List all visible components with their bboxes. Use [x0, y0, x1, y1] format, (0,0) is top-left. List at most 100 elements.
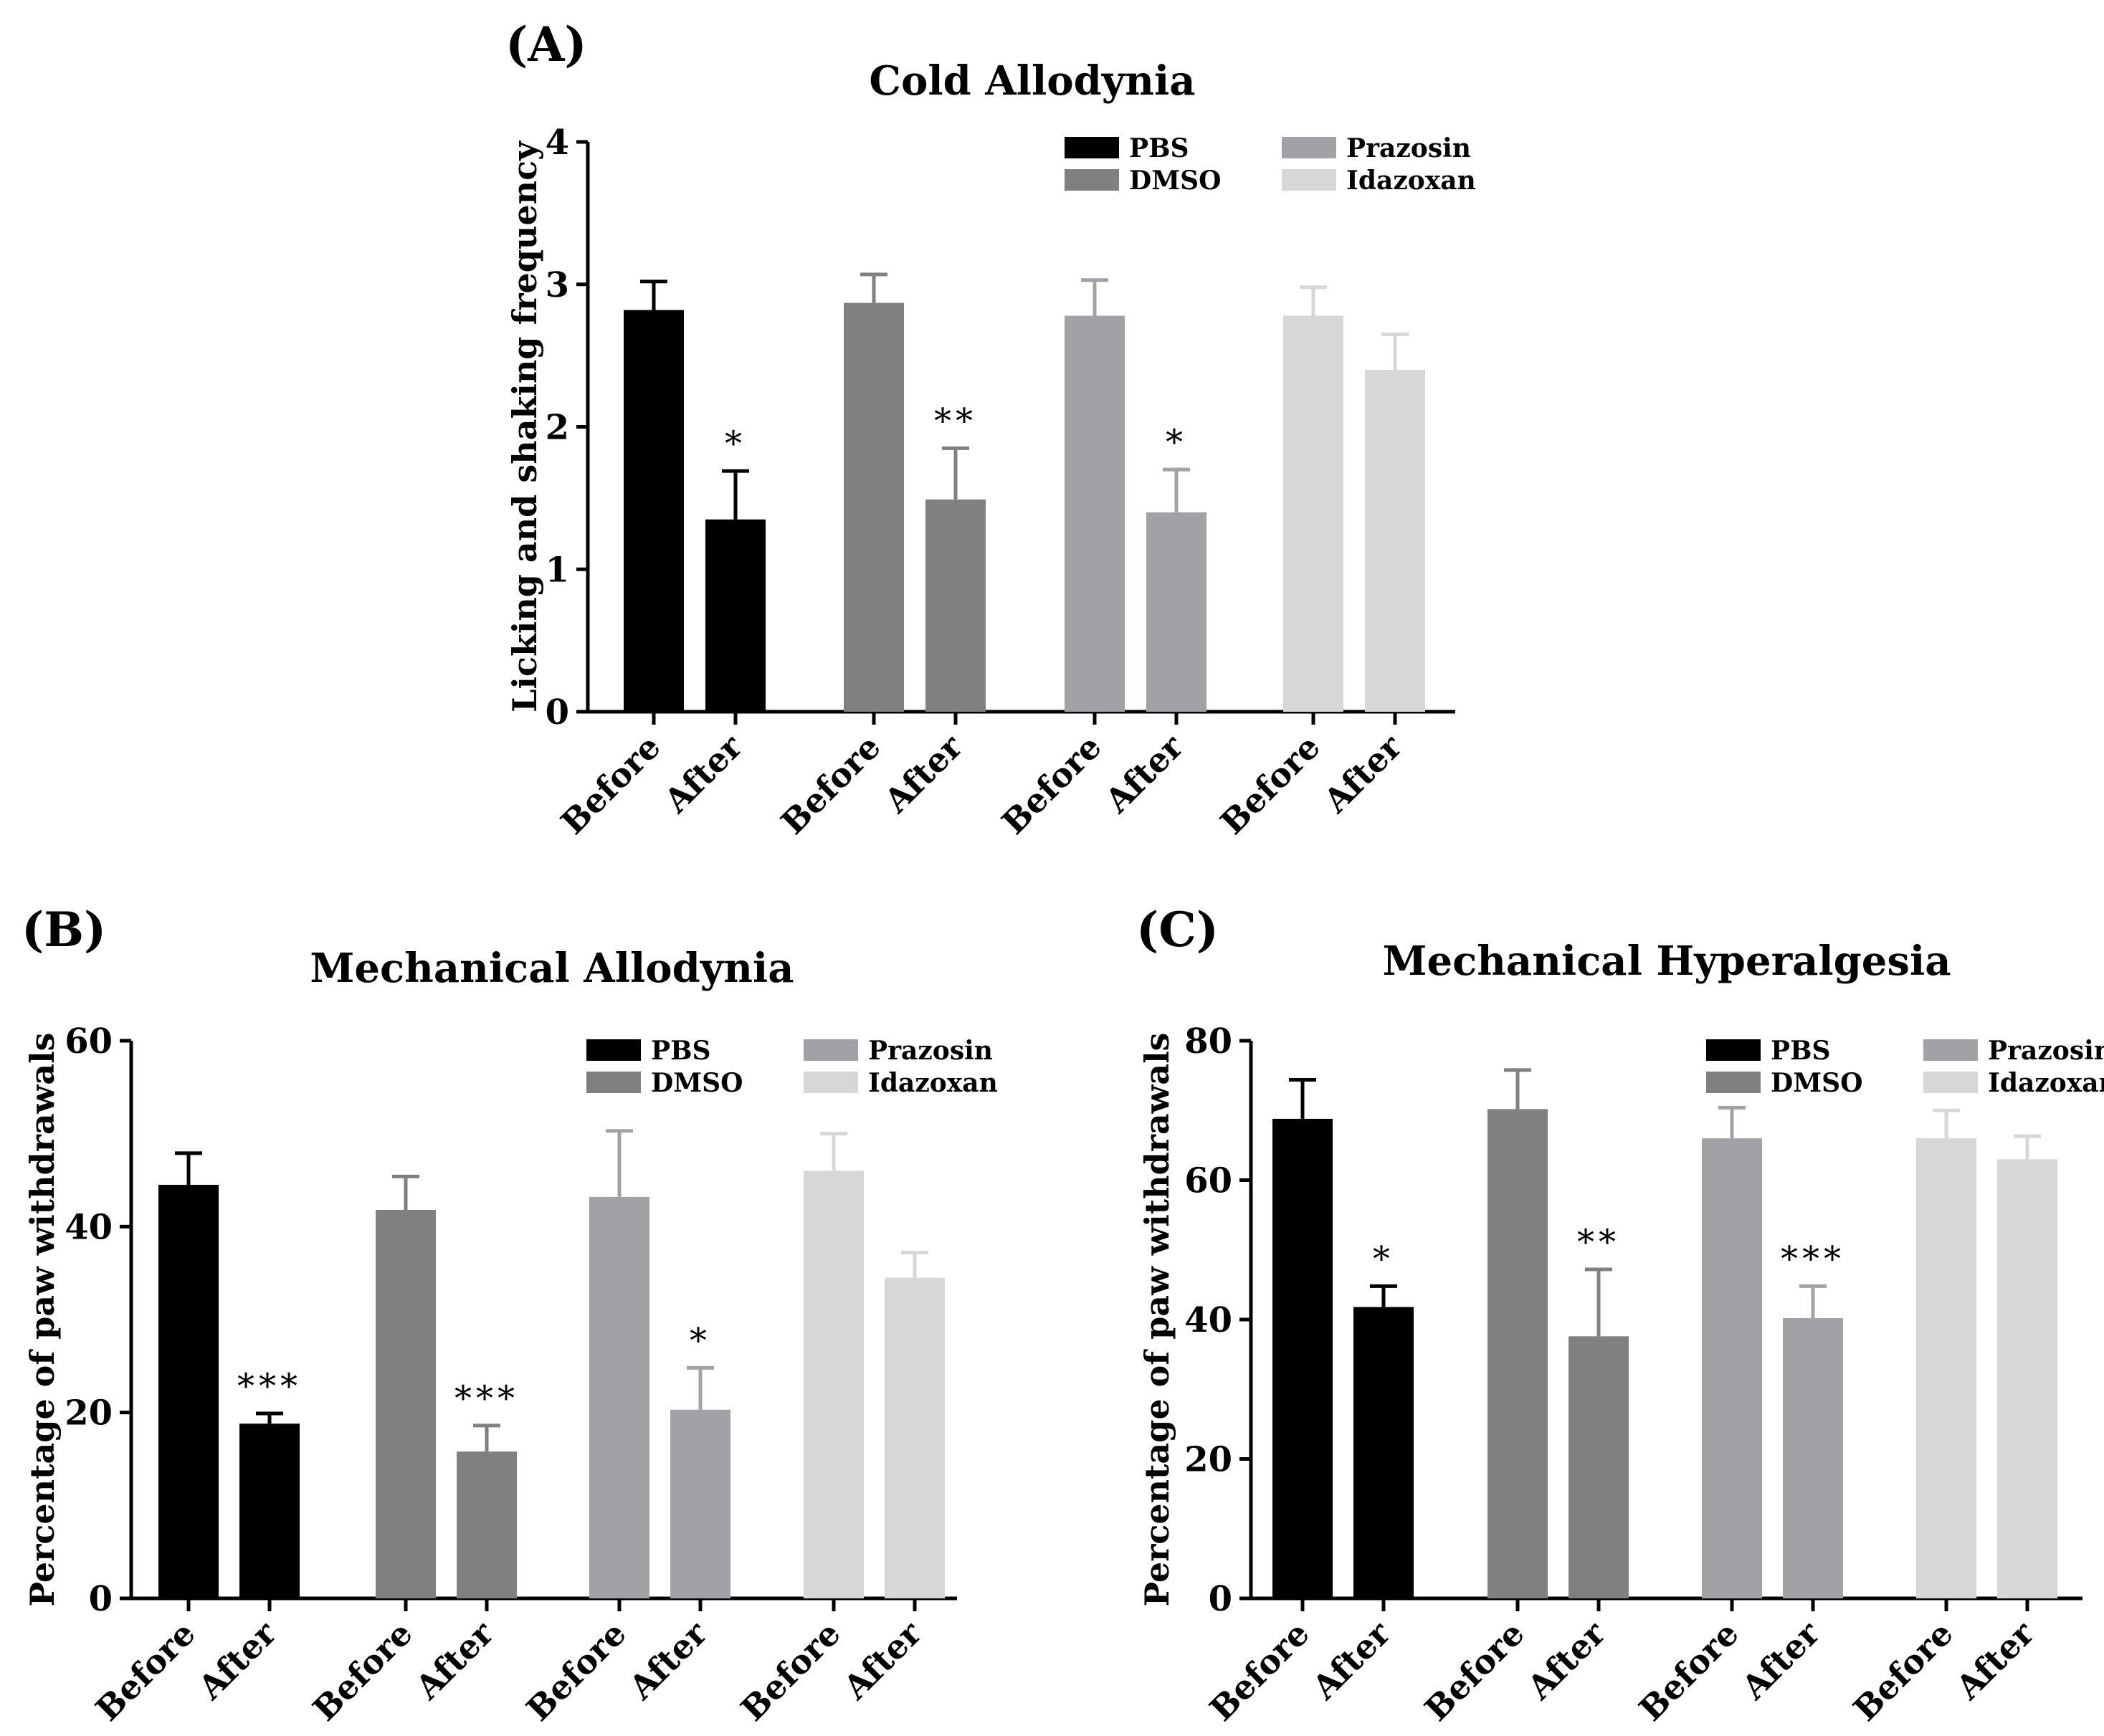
y-tick-label: 1 [546, 550, 569, 590]
bar-pbs [239, 1423, 300, 1598]
significance-marker: *** [454, 1378, 519, 1418]
legend-label: DMSO [1771, 1068, 1862, 1098]
bar-pbs [1353, 1307, 1414, 1598]
x-tick-label: Before [88, 1614, 203, 1729]
legend-swatch-pbs [1065, 137, 1119, 158]
bar-pbs [705, 519, 766, 712]
panel-label: (A) [505, 16, 587, 72]
legend-label: Prazosin [868, 1036, 993, 1066]
chart-panel-c: (C) Mechanical Hyperalgesia Percentage of … [1136, 902, 2104, 1728]
y-tick-label: 80 [1184, 1021, 1232, 1062]
chart-title: Mechanical Hyperalgesia [1382, 938, 1951, 985]
legend-swatch-idazoxan [1923, 1072, 1978, 1093]
legend-swatch-prazosin [804, 1039, 858, 1061]
bar-dmso [925, 499, 986, 712]
x-tick-label: Before [1417, 1614, 1532, 1729]
y-tick-label: 0 [546, 692, 569, 733]
legend-label: DMSO [1129, 166, 1221, 196]
y-axis-label: Licking and shaking frequency [505, 140, 544, 712]
legend-label: Idazoxan [1988, 1068, 2104, 1098]
chart-panel-a: (A) Cold Allodynia Licking and shaking fre… [505, 16, 1476, 841]
x-tick-label: After [1097, 727, 1191, 821]
bar-idazoxan [1365, 370, 1425, 712]
bar-prazosin [1065, 315, 1125, 712]
legend-swatch-dmso [1706, 1072, 1761, 1093]
bar-dmso [376, 1209, 436, 1598]
y-tick-label: 0 [1209, 1579, 1232, 1619]
bar-dmso [1487, 1109, 1548, 1598]
bar-idazoxan [1283, 315, 1343, 712]
bar-idazoxan [885, 1277, 945, 1598]
legend-label: DMSO [651, 1068, 743, 1098]
legend-swatch-prazosin [1923, 1039, 1978, 1061]
y-tick-label: 40 [65, 1207, 113, 1247]
bar-pbs [158, 1184, 219, 1598]
significance-marker: *** [1781, 1239, 1845, 1279]
bar-dmso [1569, 1336, 1629, 1598]
bar-dmso [844, 302, 904, 712]
x-tick-label: After [190, 1613, 284, 1707]
y-tick-label: 0 [89, 1579, 113, 1619]
panel-label: (C) [1136, 902, 1219, 958]
y-tick-label: 2 [546, 408, 569, 448]
legend-label: Prazosin [1346, 133, 1471, 163]
significance-marker: ** [934, 401, 977, 441]
legend-label: Prazosin [1988, 1036, 2104, 1066]
y-axis-label: Percentage of paw withdrawals [1138, 1033, 1176, 1607]
y-tick-label: 20 [65, 1393, 113, 1434]
bar-idazoxan [804, 1170, 864, 1598]
x-tick-label: Before [773, 728, 888, 842]
legend-swatch-dmso [1065, 169, 1119, 191]
legend-label: PBS [1129, 133, 1189, 163]
x-tick-label: Before [553, 728, 668, 842]
legend-label: Idazoxan [868, 1068, 998, 1098]
bar-prazosin [589, 1196, 649, 1598]
x-tick-label: After [1304, 1613, 1398, 1707]
legend-swatch-pbs [1706, 1039, 1761, 1061]
legend-swatch-pbs [586, 1039, 641, 1061]
x-tick-label: Before [1632, 1614, 1746, 1729]
x-tick-label: After [1519, 1613, 1613, 1707]
bar-prazosin [1783, 1318, 1843, 1598]
x-tick-label: After [1948, 1613, 2042, 1707]
y-tick-label: 40 [1184, 1300, 1232, 1340]
y-tick-label: 20 [1184, 1440, 1232, 1480]
y-tick-label: 4 [546, 123, 569, 163]
bar-prazosin [670, 1409, 730, 1598]
x-tick-label: After [835, 1613, 929, 1707]
y-axis-label: Percentage of paw withdrawals [23, 1033, 62, 1607]
x-tick-label: Before [1202, 1614, 1317, 1729]
x-tick-label: After [1315, 727, 1409, 821]
x-tick-label: Before [1213, 728, 1328, 842]
legend-label: Idazoxan [1346, 166, 1476, 196]
panel-label: (B) [22, 902, 106, 958]
x-tick-label: After [876, 727, 970, 821]
x-tick-label: Before [994, 728, 1109, 842]
legend-swatch-prazosin [1282, 137, 1336, 158]
x-tick-label: Before [733, 1614, 848, 1729]
legend-label: PBS [1771, 1036, 1831, 1066]
significance-marker: *** [237, 1366, 302, 1406]
y-tick-label: 60 [1184, 1161, 1232, 1201]
y-tick-label: 3 [546, 265, 569, 305]
bar-idazoxan [1997, 1159, 2057, 1598]
legend-swatch-idazoxan [804, 1072, 858, 1093]
chart-title: Mechanical Allodynia [310, 945, 794, 992]
legend-label: PBS [651, 1036, 711, 1066]
x-tick-label: After [1733, 1613, 1827, 1707]
bar-prazosin [1702, 1138, 1762, 1598]
significance-marker: * [1373, 1239, 1394, 1279]
chart-panel-b: (B) Mechanical Allodynia Percentage of paw… [22, 902, 998, 1728]
legend-swatch-idazoxan [1282, 169, 1336, 191]
x-tick-label: After [407, 1613, 501, 1707]
legend-swatch-dmso [586, 1072, 641, 1093]
significance-marker: * [1166, 422, 1187, 462]
chart-title: Cold Allodynia [869, 57, 1195, 105]
x-tick-label: Before [305, 1614, 420, 1729]
significance-marker: ** [1577, 1222, 1620, 1262]
x-tick-label: Before [519, 1614, 634, 1729]
x-tick-label: Before [1846, 1614, 1961, 1729]
